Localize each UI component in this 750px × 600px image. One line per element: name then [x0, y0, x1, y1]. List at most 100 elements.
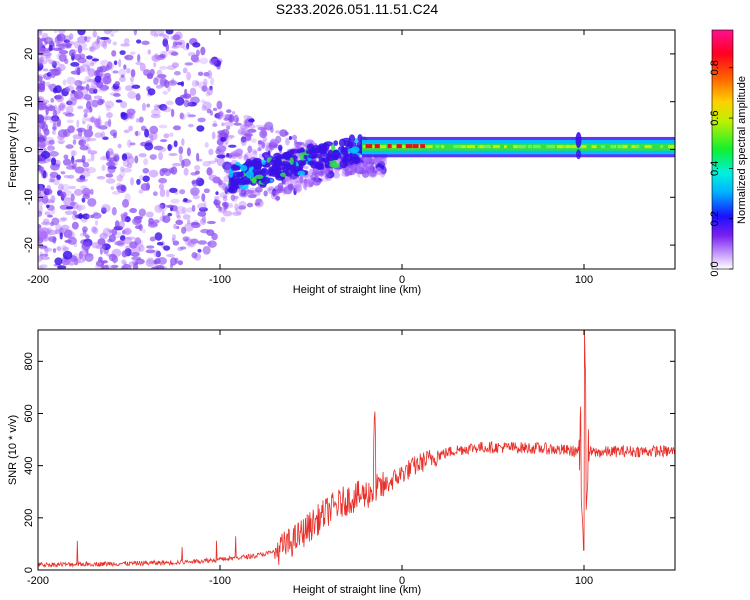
spectrogram-cell — [211, 232, 218, 241]
spectrogram-cell — [237, 181, 247, 186]
spectrogram-cell — [196, 125, 205, 132]
spectrogram-band-texture — [610, 145, 616, 149]
spectrogram-cell — [368, 155, 373, 165]
spectrogram-cell — [60, 191, 67, 199]
spectrogram-cell — [259, 124, 267, 133]
spectrogram-cell — [84, 252, 94, 262]
spectrogram-cell — [147, 49, 151, 55]
spectrogram-cell — [99, 99, 105, 104]
spectrogram-cell — [240, 164, 248, 172]
spectrogram-band-texture — [600, 145, 606, 149]
spectrogram-cell — [205, 91, 211, 97]
spectrogram-cell — [138, 223, 143, 231]
top-x-tick-label: -100 — [209, 274, 231, 286]
spectrogram-cell — [114, 80, 121, 87]
spectrogram-cell — [83, 129, 94, 138]
spectrogram-cell — [38, 55, 41, 64]
spectrogram-cell — [68, 231, 76, 240]
spectrogram-cell — [136, 54, 141, 63]
spectrogram-cell — [159, 66, 168, 70]
spectrogram-band-texture — [504, 145, 507, 149]
spectrogram-cell — [110, 33, 115, 37]
spectrogram-band-texture — [623, 145, 626, 149]
spectrogram-cell — [271, 157, 278, 164]
spectrogram-cell — [375, 159, 382, 164]
spectrogram-cell — [126, 112, 131, 120]
spectrogram-cell — [80, 142, 84, 146]
spectrogram-cell — [53, 178, 60, 186]
spectrogram-band-texture — [571, 145, 577, 149]
spectrogram-band-texture — [646, 145, 652, 149]
spectrogram-cell — [156, 241, 164, 246]
spectrogram-cell — [108, 234, 116, 243]
spectrogram-cell — [219, 111, 225, 117]
spectrogram-cell — [112, 70, 119, 74]
spectrogram-cell — [120, 265, 127, 269]
spectrogram-cell — [116, 184, 127, 194]
colorbar: 0.0 0.2 0.4 0.6 0.8 Normalized spectral ampl… — [709, 29, 748, 277]
spectrogram-cell — [113, 60, 118, 66]
spectrogram-cell — [99, 156, 108, 161]
spectrogram-band-texture — [484, 145, 487, 149]
spectrogram-cell — [66, 258, 77, 266]
spectrogram-cell — [190, 238, 199, 244]
spectrogram-cell — [90, 153, 95, 162]
spectrogram-cell — [171, 238, 175, 242]
spectrogram-cell — [38, 75, 43, 82]
spectrogram-cell — [312, 178, 321, 186]
spectrogram-cell — [120, 101, 128, 109]
spectrogram-cell — [208, 148, 214, 156]
spectrogram-cell — [165, 30, 174, 35]
spectrogram-cell — [186, 207, 193, 213]
spectrogram-cell — [86, 193, 90, 200]
spectrogram-cell — [110, 30, 119, 33]
spectrogram-cell — [218, 179, 223, 184]
spectrogram-cell — [250, 138, 257, 143]
spectrogram-cell — [71, 221, 79, 230]
spectrogram-cell — [82, 60, 91, 68]
spectrogram-cell — [219, 192, 228, 199]
spectrogram-cell — [371, 158, 379, 163]
spectrogram-cell — [157, 73, 167, 79]
spectrogram-cell — [147, 221, 158, 228]
spectrogram-cell — [96, 175, 106, 180]
spectrogram-band-texture — [380, 145, 386, 149]
spectrogram-cell — [65, 206, 74, 210]
spectrogram-cell — [76, 204, 82, 212]
spectrogram-band-texture — [562, 145, 567, 149]
spectrogram-cell — [175, 210, 180, 218]
spectrogram-cell — [47, 214, 53, 218]
spectrogram-cell — [124, 193, 131, 202]
spectrogram-cell — [90, 115, 95, 123]
spectrogram-cell — [149, 236, 156, 242]
spectrogram-cell — [158, 177, 168, 184]
spectrogram-cell — [380, 158, 388, 166]
spectrogram-cell — [284, 167, 293, 177]
spectrogram-cell — [295, 144, 300, 150]
spectrogram-cell — [238, 205, 247, 210]
spectrogram-cell — [50, 206, 56, 215]
spectrogram-cell — [181, 207, 188, 214]
spectrogram-cell — [280, 172, 287, 177]
spectrogram-cell — [166, 253, 175, 258]
spectrogram-cell — [46, 227, 52, 234]
spectrogram-cell — [72, 210, 77, 216]
spectrogram-cell — [130, 69, 136, 78]
spectrogram-cell — [39, 56, 45, 63]
spectrogram-band-texture — [644, 145, 648, 149]
spectrogram-cell — [333, 153, 339, 161]
spectrogram-cell — [318, 170, 324, 176]
spectrogram-cell — [74, 188, 84, 196]
spectrogram-cell — [74, 166, 85, 174]
spectrogram-cell — [49, 118, 55, 124]
spectrogram-cell — [118, 220, 125, 229]
spectrogram-cell — [65, 165, 76, 170]
spectrogram-peak — [365, 144, 373, 149]
spectrogram-cell — [268, 186, 275, 191]
spectrogram-band-texture — [492, 145, 496, 149]
spectrogram-cell — [194, 56, 199, 62]
spectrogram-cell — [82, 193, 91, 199]
spectrogram-cell — [190, 221, 200, 226]
spectrogram-cell — [90, 188, 94, 195]
spectrogram-cell — [230, 164, 239, 172]
